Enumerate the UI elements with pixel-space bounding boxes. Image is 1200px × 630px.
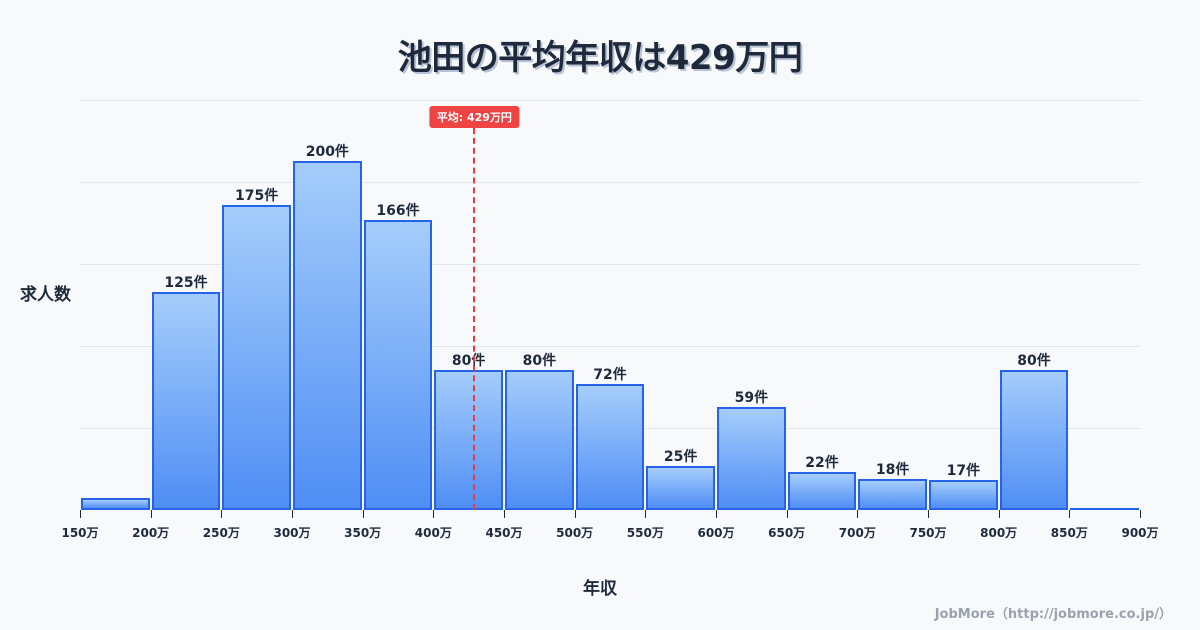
histogram-bar bbox=[575, 384, 645, 510]
x-tick bbox=[645, 510, 647, 518]
x-tick-label: 300万 bbox=[273, 526, 311, 540]
histogram-bar bbox=[434, 370, 503, 510]
x-tick-label: 350万 bbox=[344, 526, 382, 540]
bar-value-label: 17件 bbox=[946, 463, 981, 480]
x-tick bbox=[433, 510, 435, 518]
histogram-bar bbox=[222, 204, 291, 510]
bar-value-label: 22件 bbox=[805, 454, 839, 471]
x-tick bbox=[998, 510, 1000, 518]
bar-value-label: 80件 bbox=[451, 353, 486, 370]
y-axis-label: 求人数 bbox=[20, 285, 71, 305]
x-tick-label: 400万 bbox=[414, 526, 452, 540]
credit-text: JobMore（http://jobmore.co.jp/） bbox=[934, 607, 1172, 622]
histogram-bar bbox=[929, 480, 998, 510]
x-tick bbox=[857, 510, 859, 518]
histogram-bar bbox=[363, 220, 433, 510]
x-tick-label: 450万 bbox=[485, 526, 523, 540]
histogram-bar bbox=[293, 161, 362, 510]
plot-area: 125件 175件 200件 166件 80件 80件 72件 25件 59件 22件 18件 17件… bbox=[80, 100, 1140, 510]
x-tick bbox=[716, 510, 717, 518]
bar-value-label: 59件 bbox=[734, 390, 769, 407]
bar-value-label: 18件 bbox=[875, 461, 910, 478]
x-tick-label: 600万 bbox=[697, 526, 735, 540]
average-badge: 平均: 429万円 bbox=[429, 106, 519, 128]
x-tick-label: 650万 bbox=[768, 526, 806, 540]
x-tick bbox=[221, 510, 223, 518]
x-tick-label: 900万 bbox=[1121, 526, 1159, 540]
x-tick bbox=[504, 510, 505, 518]
x-tick-label: 850万 bbox=[1050, 526, 1088, 540]
histogram-bar bbox=[646, 466, 715, 510]
x-tick-label: 250万 bbox=[202, 526, 240, 540]
x-tick bbox=[1140, 510, 1141, 518]
x-tick bbox=[292, 510, 293, 518]
histogram-bar bbox=[787, 471, 857, 510]
x-tick-label: 200万 bbox=[132, 526, 170, 540]
bar-value-label: 166件 bbox=[376, 203, 420, 220]
x-tick-label: 150万 bbox=[61, 526, 99, 540]
gridline bbox=[80, 182, 1140, 183]
x-tick bbox=[80, 510, 81, 518]
gridline bbox=[80, 100, 1140, 101]
bar-value-label: 200件 bbox=[305, 144, 349, 161]
x-tick-label: 700万 bbox=[838, 526, 876, 540]
bar-value-label: 72件 bbox=[593, 367, 627, 384]
x-tick-label: 750万 bbox=[909, 526, 947, 540]
histogram-bar bbox=[505, 370, 574, 510]
x-tick bbox=[150, 510, 152, 518]
average-line bbox=[473, 128, 476, 510]
bar-value-label: 80件 bbox=[1017, 353, 1051, 370]
histogram-bar bbox=[999, 370, 1069, 510]
histogram-bar bbox=[151, 291, 221, 510]
x-tick bbox=[1069, 510, 1071, 518]
x-tick bbox=[362, 510, 364, 518]
x-tick-label: 800万 bbox=[980, 526, 1018, 540]
chart-title: 池田の平均年収は429万円 bbox=[397, 38, 803, 78]
bar-value-label: 125件 bbox=[164, 274, 208, 291]
gridline bbox=[80, 264, 1140, 265]
histogram-bar bbox=[717, 407, 786, 510]
histogram-bar bbox=[81, 497, 150, 510]
bar-value-label: 175件 bbox=[235, 187, 279, 204]
x-tick bbox=[786, 510, 788, 518]
bar-value-label: 25件 bbox=[663, 449, 698, 466]
histogram-bar bbox=[858, 478, 927, 510]
gridline bbox=[80, 346, 1140, 347]
x-tick-label: 500万 bbox=[556, 526, 594, 540]
x-tick-label: 550万 bbox=[626, 526, 664, 540]
bar-value-label: 80件 bbox=[522, 353, 557, 370]
x-axis-label: 年収 bbox=[583, 579, 617, 599]
x-tick bbox=[574, 510, 576, 518]
x-tick bbox=[928, 510, 929, 518]
histogram-bar bbox=[1070, 508, 1139, 510]
